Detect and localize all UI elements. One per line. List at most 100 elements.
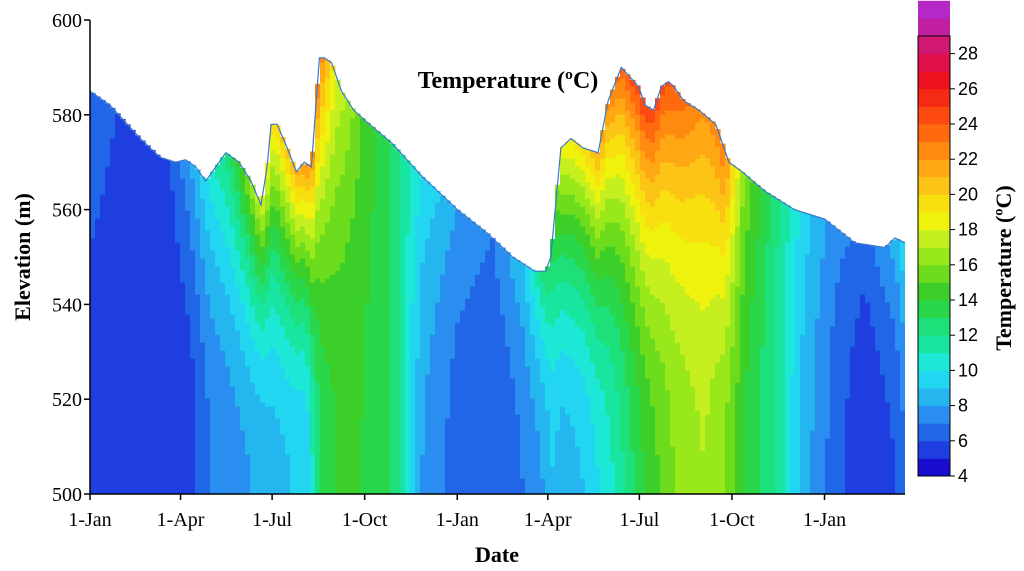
contour-cell [200, 322, 206, 327]
contour-cell [225, 486, 231, 491]
contour-cell [165, 486, 171, 491]
contour-cell [265, 490, 271, 494]
contour-cell [330, 222, 336, 227]
contour-cell [95, 242, 101, 247]
contour-cell [285, 254, 291, 259]
contour-cell [105, 226, 111, 231]
contour-cell [340, 358, 346, 363]
contour-cell [185, 446, 191, 451]
contour-cell [305, 274, 311, 279]
contour-cell [325, 378, 331, 383]
contour-cell [125, 354, 131, 359]
contour-cell [250, 394, 256, 399]
contour-cell [220, 362, 226, 367]
contour-cell [160, 334, 166, 339]
contour-column [90, 92, 96, 494]
contour-cell [235, 274, 241, 279]
contour-cell [355, 462, 361, 467]
contour-cell [335, 466, 341, 471]
contour-cell [215, 226, 221, 231]
contour-cell [120, 218, 126, 223]
contour-cell [340, 154, 346, 159]
contour-cell [150, 298, 156, 303]
contour-cell [330, 450, 336, 455]
contour-cell [225, 214, 231, 219]
contour-cell [115, 454, 121, 459]
contour-cell [325, 158, 331, 163]
contour-cell [320, 246, 326, 251]
contour-cell [295, 306, 301, 311]
contour-cell [355, 482, 361, 487]
contour-cell [310, 294, 316, 299]
contour-cell [180, 490, 186, 494]
contour-cell [335, 458, 341, 463]
contour-cell [140, 302, 146, 307]
contour-cell [100, 254, 106, 259]
contour-cell [275, 326, 281, 331]
contour-cell [290, 198, 296, 203]
contour-cell [110, 378, 116, 383]
contour-cell [130, 414, 136, 419]
contour-cell [260, 326, 266, 331]
contour-cell [210, 362, 216, 367]
contour-cell [160, 214, 166, 219]
contour-cell [140, 434, 146, 439]
contour-cell [180, 282, 186, 287]
contour-cell [175, 434, 181, 439]
contour-cell [350, 462, 356, 467]
contour-cell [170, 414, 176, 419]
contour-cell [220, 182, 226, 187]
contour-cell [235, 266, 241, 271]
contour-cell [90, 434, 96, 439]
contour-cell [165, 298, 171, 303]
contour-cell [345, 334, 351, 339]
contour-cell [125, 170, 131, 175]
contour-cell [120, 450, 126, 455]
contour-cell [115, 266, 121, 271]
contour-cell [345, 238, 351, 243]
contour-cell [225, 454, 231, 459]
contour-cell [355, 286, 361, 291]
contour-cell [265, 198, 271, 203]
contour-cell [130, 474, 136, 479]
contour-cell [175, 238, 181, 243]
contour-cell [130, 454, 136, 459]
contour-cell [145, 218, 151, 223]
contour-cell [335, 362, 341, 367]
contour-cell [145, 242, 151, 247]
contour-cell [125, 246, 131, 251]
contour-cell [120, 198, 126, 203]
contour-cell [190, 374, 196, 379]
contour-cell [200, 486, 206, 491]
contour-cell [95, 318, 101, 323]
contour-cell [170, 358, 176, 363]
contour-cell [265, 406, 271, 411]
contour-cell [365, 486, 371, 491]
contour-cell [195, 242, 201, 247]
contour-cell [135, 222, 141, 227]
contour-cell [115, 334, 121, 339]
contour-cell [225, 450, 231, 455]
contour-cell [285, 270, 291, 275]
contour-cell [295, 458, 301, 463]
contour-cell [110, 302, 116, 307]
contour-cell [280, 190, 286, 195]
contour-cell [125, 134, 131, 139]
contour-cell [160, 162, 166, 167]
contour-cell [335, 414, 341, 419]
contour-cell [170, 326, 176, 331]
contour-cell [110, 354, 116, 359]
contour-cell [200, 474, 206, 479]
contour-cell [110, 226, 116, 231]
contour-cell [105, 190, 111, 195]
contour-cell [315, 478, 321, 483]
contour-cell [320, 146, 326, 151]
contour-cell [285, 170, 291, 175]
contour-cell [365, 398, 371, 403]
contour-cell [180, 182, 186, 187]
contour-cell [105, 422, 111, 427]
contour-cell [315, 178, 321, 183]
contour-cell [90, 250, 96, 255]
contour-cell [350, 390, 356, 395]
contour-cell [320, 294, 326, 299]
